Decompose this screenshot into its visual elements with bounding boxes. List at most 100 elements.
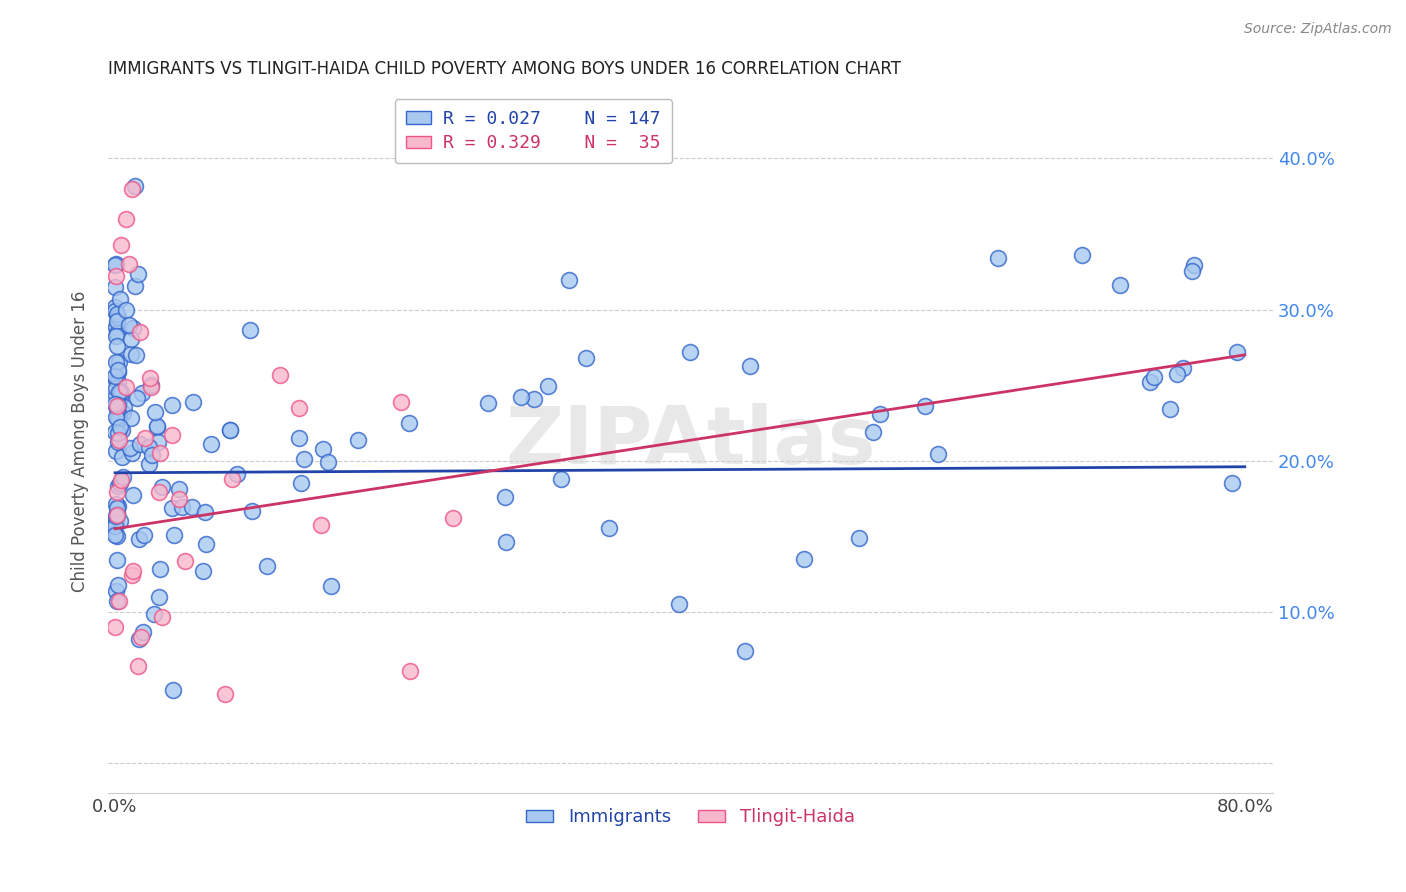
Point <box>107 425 129 440</box>
Point <box>221 472 243 486</box>
Point <box>1143 370 1166 384</box>
Point <box>1139 375 1161 389</box>
Point <box>149 562 172 576</box>
Point <box>598 521 620 535</box>
Point <box>104 328 127 343</box>
Point <box>550 471 572 485</box>
Point <box>107 375 129 389</box>
Point <box>292 452 315 467</box>
Point <box>121 181 143 195</box>
Point <box>134 431 156 445</box>
Point <box>104 425 127 440</box>
Point <box>1159 401 1181 416</box>
Point <box>143 405 166 419</box>
Point <box>105 501 128 516</box>
Point <box>1222 475 1244 490</box>
Point <box>398 416 420 430</box>
Point <box>107 499 129 513</box>
Point <box>194 505 217 519</box>
Point <box>120 332 142 346</box>
Point <box>523 392 546 406</box>
Point <box>869 407 891 421</box>
Point <box>181 500 204 514</box>
Point <box>269 368 291 382</box>
Point <box>927 446 949 460</box>
Point <box>105 313 128 327</box>
Point <box>104 620 127 634</box>
Text: IMMIGRANTS VS TLINGIT-HAIDA CHILD POVERTY AMONG BOYS UNDER 16 CORRELATION CHART: IMMIGRANTS VS TLINGIT-HAIDA CHILD POVERT… <box>108 60 901 78</box>
Point <box>124 179 146 194</box>
Point <box>110 237 132 252</box>
Point <box>557 273 579 287</box>
Point <box>129 325 152 339</box>
Point <box>105 508 128 523</box>
Point <box>914 400 936 414</box>
Point <box>149 446 172 460</box>
Point <box>129 630 152 644</box>
Point <box>108 408 131 422</box>
Point <box>163 528 186 542</box>
Point <box>679 345 702 359</box>
Point <box>120 411 142 425</box>
Point <box>120 347 142 361</box>
Point <box>104 303 127 318</box>
Point <box>162 682 184 697</box>
Point <box>1171 361 1194 376</box>
Point <box>118 318 141 332</box>
Point <box>104 381 127 395</box>
Point <box>194 536 217 550</box>
Point <box>105 399 128 413</box>
Point <box>219 424 242 438</box>
Point <box>105 402 128 417</box>
Point <box>494 490 516 504</box>
Point <box>121 567 143 582</box>
Point <box>105 509 128 524</box>
Point <box>105 508 128 522</box>
Point <box>124 278 146 293</box>
Point <box>104 280 127 294</box>
Point <box>107 593 129 607</box>
Point <box>240 504 263 518</box>
Point <box>200 437 222 451</box>
Point <box>740 359 762 374</box>
Point <box>316 455 339 469</box>
Point <box>848 531 870 545</box>
Point <box>288 401 311 416</box>
Point <box>107 412 129 426</box>
Point <box>131 386 153 401</box>
Point <box>1166 368 1188 382</box>
Point <box>1181 263 1204 277</box>
Point <box>477 395 499 409</box>
Point <box>1226 345 1249 359</box>
Point <box>128 532 150 546</box>
Legend: Immigrants, Tlingit-Haida: Immigrants, Tlingit-Haida <box>519 801 862 833</box>
Point <box>112 406 135 420</box>
Point <box>105 443 128 458</box>
Point <box>793 552 815 566</box>
Point <box>146 419 169 434</box>
Point <box>104 355 127 369</box>
Point <box>160 500 183 515</box>
Point <box>104 268 127 283</box>
Point <box>104 528 127 542</box>
Point <box>105 583 128 598</box>
Point <box>441 511 464 525</box>
Point <box>167 482 190 496</box>
Point <box>162 398 184 412</box>
Point <box>575 351 598 366</box>
Point <box>105 373 128 387</box>
Point <box>127 267 149 281</box>
Point <box>118 442 141 456</box>
Point <box>110 385 132 400</box>
Point <box>104 368 127 383</box>
Point <box>105 257 128 271</box>
Point <box>105 339 128 353</box>
Point <box>132 528 155 542</box>
Point <box>145 419 167 434</box>
Point <box>110 450 132 464</box>
Point <box>148 591 170 605</box>
Point <box>112 470 135 484</box>
Point <box>105 307 128 321</box>
Point <box>118 257 141 271</box>
Point <box>150 480 173 494</box>
